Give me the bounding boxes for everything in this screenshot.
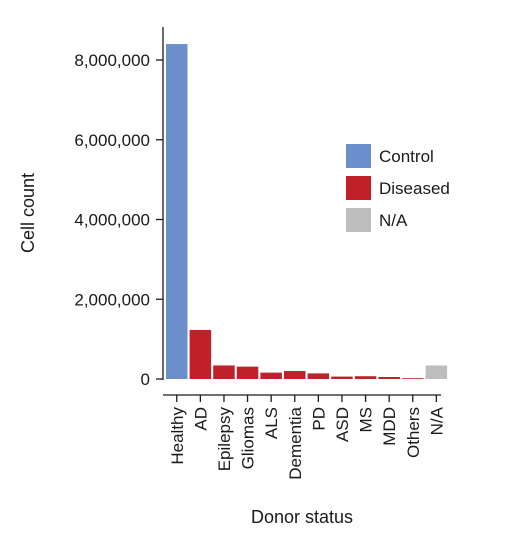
- x-axis-title: Donor status: [251, 507, 353, 527]
- x-tick-label: Dementia: [286, 406, 305, 479]
- x-tick-label: AD: [191, 407, 210, 431]
- x-tick-label: ALS: [262, 407, 281, 439]
- x-tick-label: Gliomas: [239, 407, 258, 469]
- x-tick-label: MS: [357, 407, 376, 433]
- legend-label: Diseased: [379, 179, 450, 198]
- bar-ad: [189, 329, 212, 379]
- bar-mdd: [378, 377, 400, 379]
- y-tick-label: 0: [141, 370, 150, 389]
- x-tick-label: N/A: [427, 406, 446, 435]
- x-tick-label: Epilepsy: [215, 407, 234, 472]
- legend-swatch: [346, 144, 371, 168]
- y-tick-label: 4,000,000: [74, 211, 150, 230]
- legend: Control Diseased N/A: [346, 144, 450, 232]
- bar-asd: [331, 376, 353, 379]
- bar-ms: [354, 376, 377, 379]
- y-tick-label: 6,000,000: [74, 131, 150, 150]
- legend-swatch: [346, 176, 371, 200]
- x-tick-label: Others: [404, 407, 423, 458]
- legend-swatch: [346, 208, 371, 232]
- y-axis: 0 2,000,000 4,000,000 6,000,000 8,000,000: [74, 27, 164, 389]
- bar-als: [260, 372, 282, 379]
- bar-healthy: [166, 44, 188, 380]
- bar-epilepsy: [213, 365, 235, 379]
- y-tick-label: 8,000,000: [74, 51, 150, 70]
- bar-gliomas: [236, 366, 259, 379]
- y-axis-title: Cell count: [18, 173, 38, 253]
- bar-pd: [307, 373, 330, 379]
- bars: [166, 44, 448, 380]
- bar-dementia: [284, 371, 306, 379]
- x-tick-label: MDD: [380, 407, 399, 446]
- bar-n-a: [425, 365, 448, 379]
- bar-others: [402, 378, 424, 379]
- x-tick-label: PD: [309, 407, 328, 431]
- y-tick-label: 2,000,000: [74, 290, 150, 309]
- legend-label: Control: [379, 147, 434, 166]
- legend-label: N/A: [379, 211, 408, 230]
- x-tick-label: Healthy: [168, 407, 187, 465]
- x-tick-label: ASD: [333, 407, 352, 442]
- x-axis: Healthy AD Epilepsy Gliomas ALS Dementia PD ASD…: [163, 394, 446, 480]
